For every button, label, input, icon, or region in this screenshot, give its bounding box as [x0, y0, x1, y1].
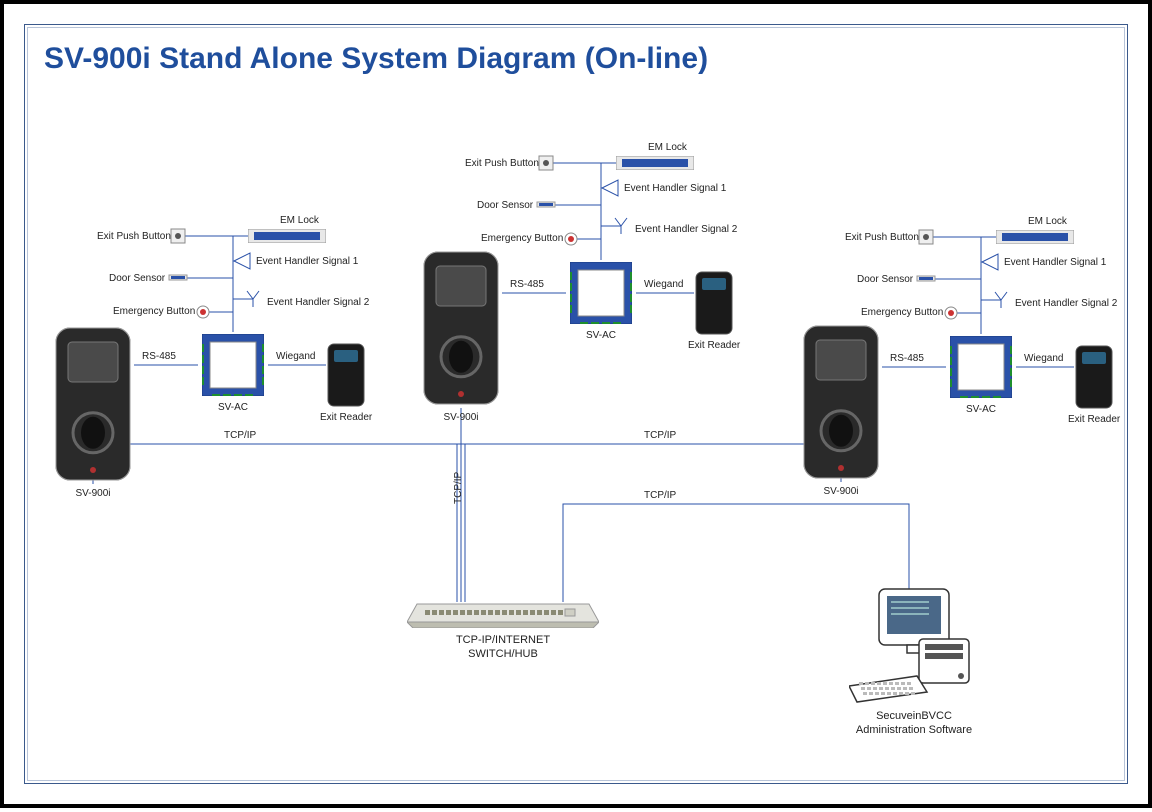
diagram-label: RS-485	[142, 351, 176, 362]
svac-b	[570, 262, 632, 324]
diagram-label: TCP/IP	[224, 430, 256, 441]
diagram-label: SV-AC	[950, 404, 1012, 415]
diagram-label: Wiegand	[1024, 353, 1063, 364]
diagram-label: Exit Reader	[1068, 414, 1120, 425]
diagram-label: RS-485	[510, 279, 544, 290]
exit-reader-b	[694, 270, 734, 336]
diagram-label: Exit Push Button	[465, 158, 539, 169]
diagram-label: SV-AC	[202, 402, 264, 413]
diagram-label: Exit Reader	[320, 412, 372, 423]
diagram-label: Exit Push Button	[97, 231, 171, 242]
diagram-label: TCP/IP	[644, 490, 676, 501]
diagram-label: TCP/IP	[644, 430, 676, 441]
terminal-a	[52, 324, 134, 484]
diagram-label: RS-485	[890, 353, 924, 364]
diagram-label: Emergency Button	[113, 306, 195, 317]
svac-a	[202, 334, 264, 396]
diagram-label: Wiegand	[276, 351, 315, 362]
diagram-label: Event Handler Signal 1	[256, 256, 358, 267]
exit-reader-c	[1074, 344, 1114, 410]
terminal-c	[800, 322, 882, 482]
diagram-label: SV-900i	[800, 486, 882, 497]
diagram-label: Door Sensor	[109, 273, 165, 284]
diagram-label: TCP-IP/INTERNET	[407, 634, 599, 646]
diagram-label: SV-900i	[420, 412, 502, 423]
diagram-label: Door Sensor	[857, 274, 913, 285]
diagram-label: SV-900i	[52, 488, 134, 499]
diagram-label: SecuveinBVCC	[839, 710, 989, 722]
diagram-label: Administration Software	[839, 724, 989, 736]
diagram-label: Event Handler Signal 2	[1015, 298, 1117, 309]
diagram-label: Emergency Button	[481, 233, 563, 244]
diagram-label: EM Lock	[280, 215, 319, 226]
diagram-label: Door Sensor	[477, 200, 533, 211]
diagram-label: Event Handler Signal 1	[624, 183, 726, 194]
diagram-label: TCP/IP	[453, 472, 464, 504]
diagram-label: Event Handler Signal 1	[1004, 257, 1106, 268]
diagram-label: Wiegand	[644, 279, 683, 290]
diagram-label: Event Handler Signal 2	[635, 224, 737, 235]
svac-c	[950, 336, 1012, 398]
network-switch	[407, 596, 599, 628]
diagram-label: EM Lock	[1028, 216, 1067, 227]
admin-computer	[849, 584, 979, 704]
diagram-label: EM Lock	[648, 142, 687, 153]
diagram-label: Exit Push Button	[845, 232, 919, 243]
diagram-label: Exit Reader	[688, 340, 740, 351]
diagram-label: Event Handler Signal 2	[267, 297, 369, 308]
diagram-label: SWITCH/HUB	[407, 648, 599, 660]
exit-reader-a	[326, 342, 366, 408]
diagram-label: Emergency Button	[861, 307, 943, 318]
diagram-label: SV-AC	[570, 330, 632, 341]
terminal-b	[420, 248, 502, 408]
